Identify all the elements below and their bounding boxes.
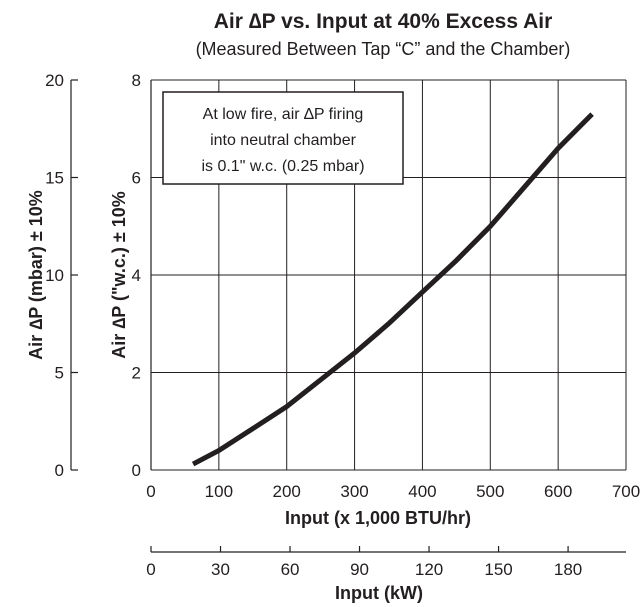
y-axis-title-secondary: Air ∆P (mbar) ± 10% — [26, 190, 46, 360]
x-tick-label: 700 — [612, 482, 640, 501]
x-tick-label: 600 — [544, 482, 572, 501]
left-tick-label: 5 — [55, 364, 64, 383]
annotation-line: At low fire, air ∆P firing — [203, 106, 364, 123]
kw-tick-label: 150 — [484, 560, 512, 579]
left-tick-label: 20 — [45, 71, 64, 90]
y-tick-labels: 0 2 4 6 8 — [132, 71, 141, 480]
chart-title: Air ∆P vs. Input at 40% Excess Air — [214, 10, 553, 33]
y-tick-label: 4 — [132, 266, 141, 285]
y-tick-label: 6 — [132, 169, 141, 188]
left-tick-label: 0 — [55, 461, 64, 480]
kw-tick-label: 180 — [554, 560, 582, 579]
series-line — [191, 112, 594, 467]
x-tick-label: 400 — [408, 482, 436, 501]
x-tick-label: 0 — [146, 482, 155, 501]
chart-subtitle: (Measured Between Tap “C” and the Chambe… — [196, 39, 571, 59]
left-tick-label: 10 — [45, 266, 64, 285]
annotation-line: into neutral chamber — [210, 132, 357, 149]
kw-axis — [150, 546, 626, 553]
x-tick-label: 200 — [273, 482, 301, 501]
x-tick-label: 300 — [340, 482, 368, 501]
left-tick-labels: 0 5 10 15 20 — [45, 71, 64, 480]
left-axis-ticks — [70, 79, 78, 471]
kw-tick-label: 30 — [211, 560, 230, 579]
kw-tick-label: 60 — [281, 560, 300, 579]
kw-tick-label: 90 — [350, 560, 369, 579]
x-axis-title: Input (x 1,000 BTU/hr) — [285, 508, 471, 528]
x-tick-labels: 0 100 200 300 400 500 600 700 — [146, 482, 640, 501]
kw-tick-labels: 0 30 60 90 120 150 180 — [146, 560, 582, 579]
y-tick-label: 2 — [132, 364, 141, 383]
kw-tick-label: 0 — [146, 560, 155, 579]
x-tick-label: 100 — [205, 482, 233, 501]
x-tick-label: 500 — [476, 482, 504, 501]
y-tick-label: 8 — [132, 71, 141, 90]
y-tick-label: 0 — [132, 461, 141, 480]
y-axis-title: Air ∆P ("w.c.) ± 10% — [109, 191, 129, 358]
annotation-line: is 0.1" w.c. (0.25 mbar) — [201, 158, 364, 175]
left-tick-label: 15 — [45, 169, 64, 188]
x-axis-title-secondary: Input (kW) — [335, 583, 423, 603]
annotation-box: At low fire, air ∆P firing into neutral … — [162, 91, 404, 185]
kw-tick-label: 120 — [415, 560, 443, 579]
